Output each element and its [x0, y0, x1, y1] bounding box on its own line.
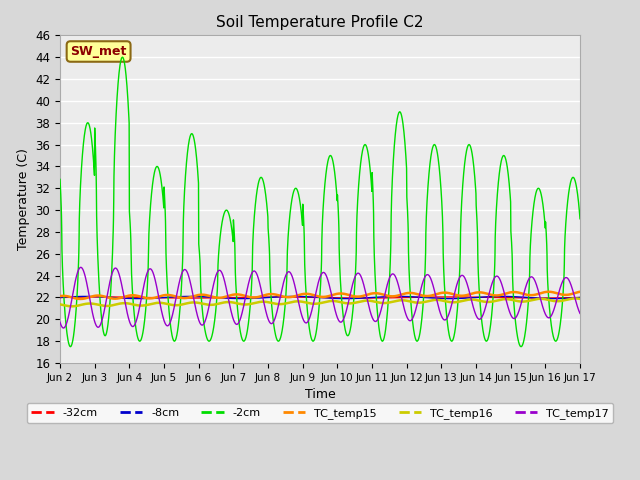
Text: SW_met: SW_met — [70, 45, 127, 58]
Title: Soil Temperature Profile C2: Soil Temperature Profile C2 — [216, 15, 424, 30]
Legend: -32cm, -8cm, -2cm, TC_temp15, TC_temp16, TC_temp17: -32cm, -8cm, -2cm, TC_temp15, TC_temp16,… — [27, 403, 613, 423]
Y-axis label: Temperature (C): Temperature (C) — [17, 148, 29, 250]
X-axis label: Time: Time — [305, 388, 335, 401]
